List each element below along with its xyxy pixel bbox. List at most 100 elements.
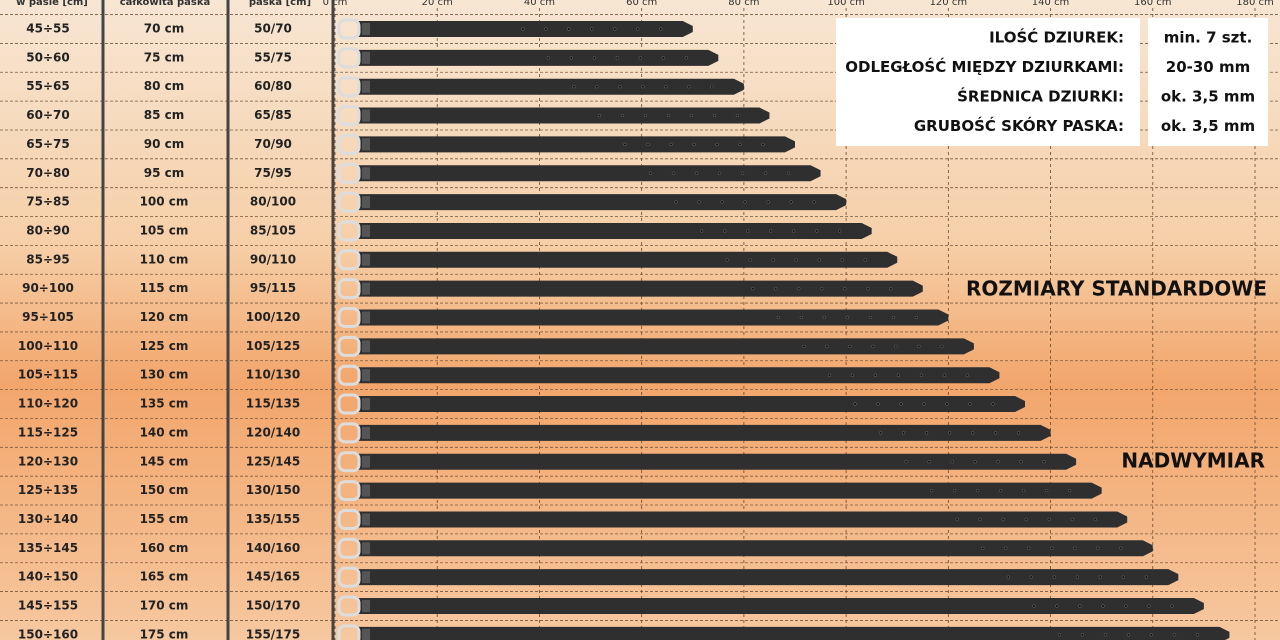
belt-hole <box>940 344 944 349</box>
belt-hole <box>825 344 829 349</box>
buckle <box>337 162 361 184</box>
buckle-bar <box>362 426 370 439</box>
buckle <box>337 335 361 357</box>
buckle <box>337 393 361 415</box>
buckle-bar <box>362 138 370 151</box>
belt-hole <box>723 229 727 233</box>
belt-hole <box>618 85 622 89</box>
belt-hole <box>1022 488 1026 493</box>
buckle-bar <box>362 80 370 93</box>
belt-hole <box>692 142 696 147</box>
belt-hole <box>1050 546 1054 550</box>
belt-hole <box>1096 546 1100 550</box>
belt-hole <box>1070 517 1074 522</box>
adjust-range: 90/110 <box>250 252 296 266</box>
belt-hole <box>799 315 803 320</box>
belt <box>358 338 974 355</box>
x-tick-label: 100 cm <box>827 0 865 8</box>
belt-hole <box>1004 546 1008 550</box>
belt-hole <box>1001 517 1005 522</box>
belt-hole <box>1101 604 1105 608</box>
adjust-range: 125/145 <box>246 454 300 468</box>
belt <box>358 453 1077 470</box>
belt-length: 100 cm <box>140 195 189 209</box>
x-tick-label: 160 cm <box>1134 0 1172 8</box>
belt-hole <box>776 315 780 320</box>
belt-hole <box>876 402 880 406</box>
belt-hole <box>896 373 901 377</box>
belt-hole <box>735 113 740 118</box>
belt-hole <box>763 171 768 175</box>
belt <box>358 598 1204 614</box>
belt-hole <box>889 287 893 291</box>
x-tick-label: 120 cm <box>930 0 968 8</box>
belt-hole <box>710 85 714 89</box>
belt-hole <box>1006 575 1010 579</box>
belt-hole <box>973 460 977 464</box>
belt-hole <box>919 373 924 377</box>
belt-hole <box>595 85 599 89</box>
belt-hole <box>899 402 903 406</box>
belt-hole <box>993 431 998 435</box>
belt-hole <box>1027 546 1031 550</box>
belt-hole <box>1016 431 1021 435</box>
belt-hole <box>970 431 975 435</box>
belt-hole <box>567 27 571 31</box>
belt-hole <box>981 546 985 550</box>
belt-length: 160 cm <box>140 541 189 555</box>
belt <box>358 222 872 239</box>
belt-hole <box>978 517 982 522</box>
belt-hole <box>661 56 665 60</box>
belt-hole <box>922 402 926 406</box>
belt-hole <box>659 27 663 31</box>
column-header: paska [cm] <box>249 0 311 8</box>
belt-length: 70 cm <box>144 22 185 36</box>
waist-size: 85÷95 <box>26 252 69 266</box>
buckle-bar <box>362 340 370 353</box>
belt-hole <box>546 56 550 60</box>
adjust-range: 155/175 <box>246 627 300 640</box>
belt <box>358 309 949 326</box>
belt-hole <box>648 171 653 175</box>
belt-hole <box>1103 633 1108 637</box>
belt-length: 135 cm <box>140 397 189 411</box>
belt-hole <box>953 488 957 493</box>
adjust-range: 80/100 <box>250 195 296 209</box>
adjust-range: 95/115 <box>250 281 296 295</box>
belt-hole <box>968 402 972 406</box>
buckle <box>337 480 361 502</box>
belt-hole <box>947 431 952 435</box>
belt-hole <box>917 344 921 349</box>
belt-hole <box>666 113 671 118</box>
buckle <box>337 105 361 127</box>
buckle-bar <box>362 23 370 35</box>
belt-hole <box>853 402 857 406</box>
buckle <box>337 76 361 98</box>
buckle-bar <box>362 167 370 180</box>
adjust-range: 60/80 <box>254 79 292 93</box>
belt-hole <box>838 229 842 233</box>
buckle-bar <box>362 196 370 209</box>
belt-hole <box>845 315 849 320</box>
belt-hole <box>848 344 852 349</box>
belt-hole <box>927 460 931 464</box>
belt-hole <box>720 200 724 204</box>
belt-hole <box>955 517 959 522</box>
belt-length: 145 cm <box>140 454 189 468</box>
belt-hole <box>1042 460 1046 464</box>
buckle-bar <box>362 484 370 497</box>
belt <box>358 511 1128 528</box>
belt-hole <box>592 56 596 60</box>
adjust-range: 100/120 <box>246 310 300 324</box>
belt-length: 110 cm <box>140 252 189 266</box>
buckle-bar <box>362 253 370 266</box>
belt-hole <box>878 431 883 435</box>
buckle-bar <box>362 398 370 411</box>
belt <box>358 136 795 153</box>
waist-size: 90÷100 <box>22 281 74 295</box>
belt <box>358 424 1051 441</box>
waist-size: 70÷80 <box>26 166 69 180</box>
adjust-range: 145/165 <box>246 570 300 584</box>
buckle-bar <box>362 282 370 295</box>
